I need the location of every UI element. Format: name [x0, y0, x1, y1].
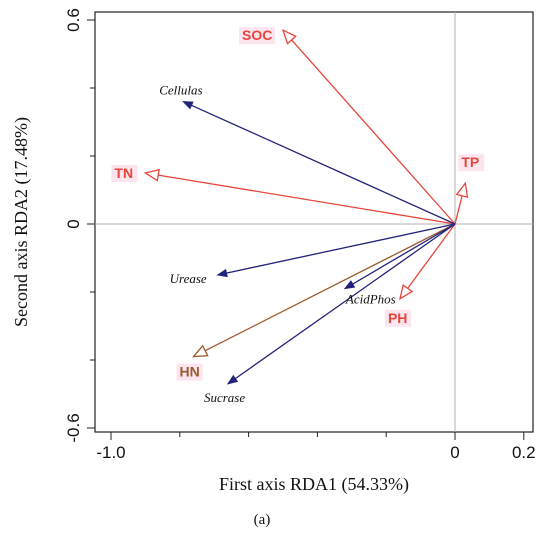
arrowhead-cellulas	[181, 101, 194, 110]
label-highlight-hn	[176, 363, 203, 381]
label-sucrase: Sucrase	[204, 390, 245, 405]
vector-tn	[158, 174, 456, 225]
vector-soc	[291, 39, 456, 225]
x-axis-title: First axis RDA1 (54.33%)	[219, 474, 409, 495]
label-acidphos: AcidPhos	[345, 292, 396, 307]
vector-hn	[204, 223, 456, 352]
x-tick-label: 0.2	[512, 443, 536, 462]
reference-lines	[95, 12, 533, 432]
label-highlight-tp	[458, 154, 485, 172]
label-highlight-tn	[111, 165, 138, 182]
x-tick-label: 0	[450, 443, 459, 462]
x-axis-ticks: -1.0 0 0.2	[96, 432, 536, 462]
label-ph: PH	[388, 310, 407, 326]
arrowhead-acidphos	[343, 280, 356, 290]
y-tick-label: -0.6	[64, 413, 83, 442]
label-cellulas: Cellulas	[159, 83, 202, 98]
x-tick-label: -1.0	[96, 443, 125, 462]
arrowhead-tn	[143, 168, 160, 182]
arrowhead-tp	[455, 181, 469, 199]
arrowhead-sucrase	[226, 374, 239, 385]
label-tn: TN	[114, 165, 133, 181]
label-highlight-soc	[239, 27, 275, 45]
vectors	[143, 28, 469, 385]
plot-frame	[94, 11, 534, 433]
arrowhead-urease	[216, 268, 228, 278]
label-urease: Urease	[170, 271, 207, 286]
y-tick-label: 0	[64, 219, 83, 228]
arrowhead-hn	[192, 344, 209, 358]
arrowhead-soc	[281, 28, 297, 45]
label-soc: SOC	[242, 27, 272, 43]
arrowhead-ph	[398, 283, 414, 301]
vector-ph	[407, 223, 456, 289]
figure-caption: (a)	[254, 512, 271, 528]
vector-labels: SOC TN TP PH HN Cellulas Urease AcidPhos Sucrase	[111, 27, 485, 405]
vector-sucrase	[234, 223, 456, 380]
y-axis-ticks: 0.6 0 -0.6	[64, 8, 95, 443]
label-tp: TP	[461, 154, 479, 170]
y-tick-label: 0.6	[64, 8, 83, 32]
vector-acidphos	[352, 223, 456, 285]
y-axis-title: Second axis RDA2 (17.48%)	[11, 117, 32, 327]
label-hn: HN	[180, 364, 200, 380]
vector-cellulas	[191, 104, 456, 225]
vector-tp	[454, 195, 463, 225]
vector-urease	[226, 223, 456, 274]
label-highlight-ph	[384, 309, 411, 327]
